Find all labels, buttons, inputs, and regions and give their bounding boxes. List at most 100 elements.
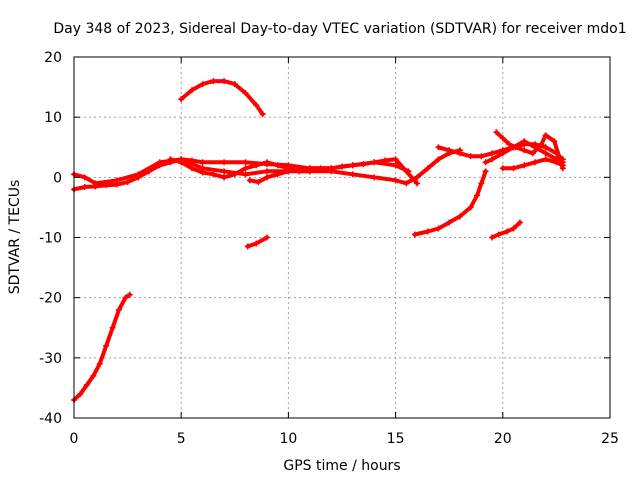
y-tick-label: 0 <box>53 170 62 186</box>
data-point <box>210 78 217 85</box>
series-arc-4 <box>167 156 313 181</box>
data-point <box>221 174 228 181</box>
series-arc-7 <box>244 234 270 250</box>
data-point <box>553 159 560 166</box>
data-point <box>521 147 528 154</box>
data-point <box>199 169 206 176</box>
data-point <box>135 171 142 178</box>
data-point <box>263 168 270 175</box>
data-point <box>96 360 103 367</box>
data-point <box>467 204 474 211</box>
data-point <box>478 180 485 187</box>
data-point <box>221 168 228 175</box>
data-point <box>126 291 133 298</box>
data-point <box>381 157 388 164</box>
data-point <box>499 165 506 172</box>
grid <box>74 57 610 418</box>
data-point <box>221 159 228 166</box>
data-point <box>538 141 545 148</box>
data-point <box>113 177 120 184</box>
series-line <box>412 169 488 237</box>
data-point <box>392 177 399 184</box>
x-axis-label: GPS time / hours <box>283 458 400 474</box>
ticks: 0 5 10 15 20 25 -40 -30 -20 -10 0 10 20 <box>39 50 619 447</box>
data-point <box>244 243 251 250</box>
data-point <box>221 78 228 85</box>
series-line <box>245 235 269 249</box>
x-tick-label: 20 <box>494 431 512 447</box>
data-point <box>474 192 481 199</box>
series-line <box>72 292 132 402</box>
data-point <box>435 156 442 163</box>
data-point <box>296 167 303 174</box>
data-point <box>263 174 270 181</box>
x-tick-label: 10 <box>279 431 297 447</box>
data-point <box>531 159 538 166</box>
data-point <box>255 179 262 186</box>
y-axis-label: SDTVAR / TECUs <box>7 180 23 295</box>
data-point <box>77 390 84 397</box>
data-point <box>559 162 566 169</box>
data-point <box>529 150 536 157</box>
data-point <box>435 225 442 232</box>
data-point <box>242 90 249 97</box>
data-point <box>499 135 506 142</box>
series-arc-5 <box>246 156 421 187</box>
data-point <box>328 165 335 172</box>
data-point <box>90 372 97 379</box>
data-point <box>403 168 410 175</box>
data-point <box>167 156 174 163</box>
data-point <box>482 159 489 166</box>
data-point <box>392 156 399 163</box>
chart-title: Day 348 of 2023, Sidereal Day-to-day VTE… <box>53 21 626 37</box>
data-point <box>371 174 378 181</box>
series-layer <box>71 78 566 403</box>
data-point <box>263 234 270 241</box>
data-point <box>371 159 378 166</box>
data-point <box>242 159 249 166</box>
data-point <box>456 213 463 220</box>
data-point <box>542 132 549 139</box>
data-point <box>489 150 496 157</box>
data-point <box>516 219 523 226</box>
y-tick-label: -30 <box>39 351 62 367</box>
data-point <box>242 165 249 172</box>
data-point <box>83 381 90 388</box>
data-point <box>510 165 517 172</box>
x-tick-label: 15 <box>387 431 405 447</box>
data-point <box>478 153 485 160</box>
data-point <box>188 87 195 94</box>
series-arc-6 <box>178 78 266 118</box>
data-point <box>210 171 217 178</box>
data-point <box>306 165 313 172</box>
series-arc-8 <box>411 168 489 238</box>
data-point <box>360 161 367 168</box>
data-point <box>242 171 249 178</box>
data-point <box>482 168 489 175</box>
data-point <box>339 163 345 170</box>
y-tick-label: 20 <box>44 50 62 66</box>
data-point <box>103 342 110 349</box>
y-tick-label: -10 <box>39 231 62 247</box>
data-point <box>116 306 123 313</box>
data-point <box>551 138 558 145</box>
data-point <box>506 141 513 148</box>
data-point <box>122 294 129 301</box>
data-point <box>489 156 496 163</box>
data-point <box>156 159 163 166</box>
data-point <box>253 162 260 169</box>
data-point <box>92 180 99 187</box>
data-point <box>411 231 418 238</box>
series-arc-13 <box>499 156 566 172</box>
data-point <box>435 144 442 151</box>
data-point <box>81 174 88 181</box>
data-point <box>246 177 253 184</box>
data-point <box>274 171 281 178</box>
data-point <box>274 162 281 169</box>
series-arc-12 <box>493 129 566 172</box>
data-point <box>109 324 116 331</box>
x-tick-label: 5 <box>177 431 186 447</box>
data-point <box>521 138 528 145</box>
